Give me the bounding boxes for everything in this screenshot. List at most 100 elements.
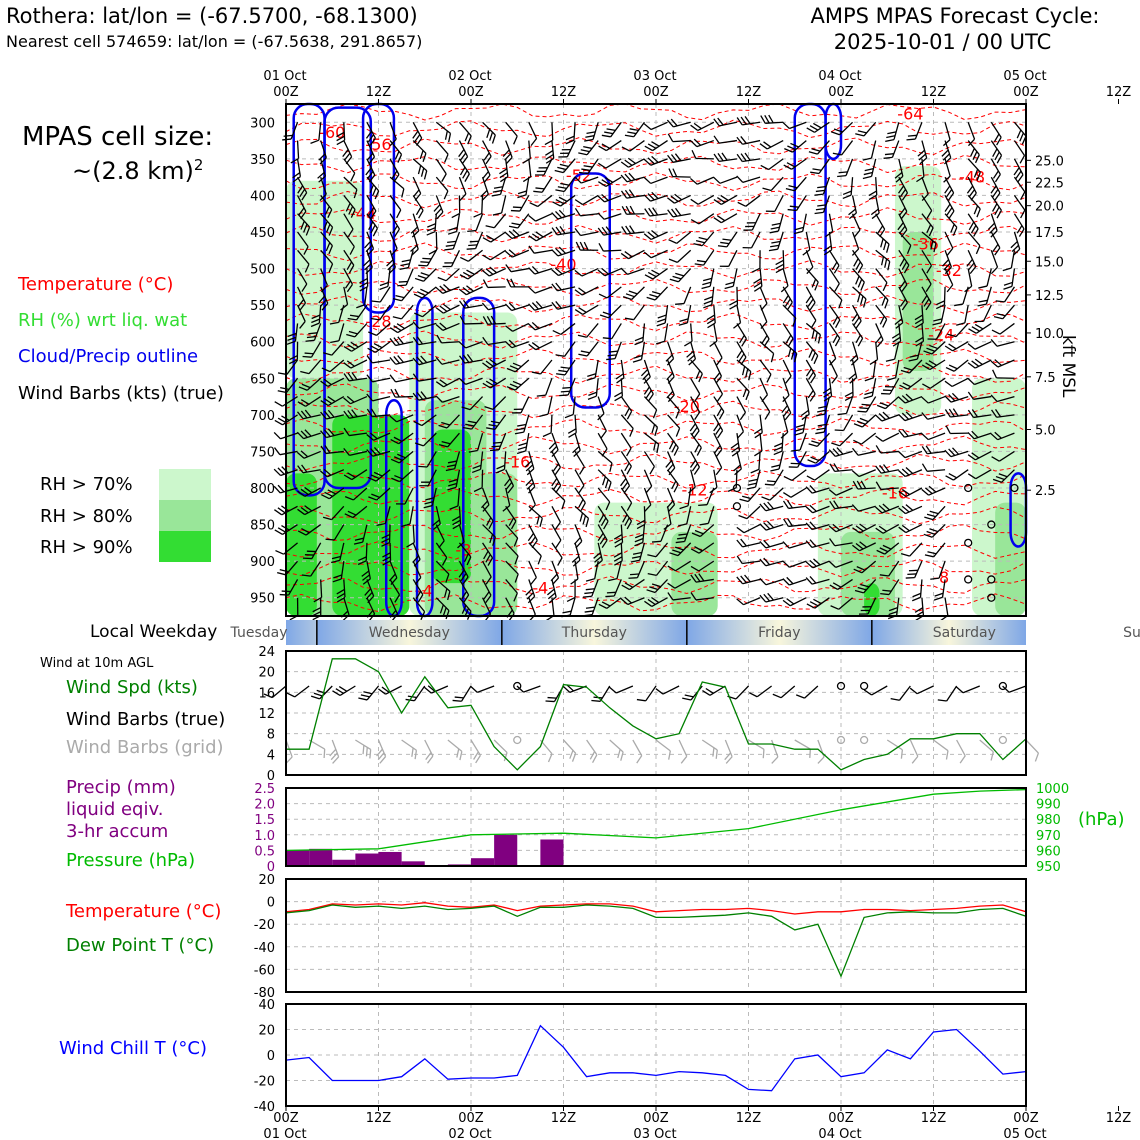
barb-staff	[362, 524, 368, 543]
barb-flag	[410, 244, 418, 252]
barb-flag	[898, 526, 907, 534]
barb-staff	[528, 524, 538, 541]
barb-flag	[990, 339, 998, 347]
wind-barb	[724, 268, 738, 290]
barb-flag	[597, 195, 605, 203]
barb-staff	[742, 121, 761, 126]
barb-flag	[698, 504, 708, 507]
barb-flag	[671, 208, 678, 217]
barb-staff	[660, 524, 669, 542]
wind-barb	[435, 176, 449, 200]
barb-flag	[763, 502, 771, 511]
barb-staff	[921, 286, 932, 303]
barb-flag	[565, 135, 575, 141]
barb-flag	[689, 459, 697, 468]
wind-barb	[505, 542, 519, 565]
barb-flag	[607, 354, 617, 357]
barb-flag	[795, 428, 805, 432]
wind-barb	[347, 304, 368, 321]
wind-barb	[597, 158, 622, 169]
barb-staff	[955, 322, 969, 338]
barb-staff	[736, 377, 750, 392]
barb-staff	[326, 432, 344, 439]
barb-flag	[884, 258, 888, 268]
barb-flag	[627, 157, 636, 165]
barb-flag	[331, 555, 341, 560]
barb-flag	[770, 353, 775, 363]
barb-flag	[366, 152, 374, 161]
barb-flag	[410, 226, 418, 234]
barb-staff	[974, 432, 992, 440]
barb-flag	[948, 364, 958, 370]
barb-flag	[624, 189, 632, 198]
temp-contour-label: -12	[681, 480, 707, 499]
wind-barb	[359, 268, 369, 292]
barb-staff	[690, 685, 703, 701]
barb-flag	[944, 380, 953, 387]
sfc-wind-barb-grid	[470, 739, 481, 764]
barb-staff	[458, 560, 469, 578]
wind-barb	[782, 121, 807, 130]
barb-flag	[852, 527, 861, 534]
barb-flag	[373, 447, 381, 455]
top-date-tick: 02 Oct	[448, 69, 491, 84]
axis-text: 3003504004505005506006507007508008509009…	[230, 69, 1140, 1140]
barb-flag	[925, 302, 932, 311]
wind-barb	[412, 355, 437, 366]
barb-flag	[811, 148, 821, 152]
barb-flag	[597, 227, 605, 236]
wind-barb	[397, 268, 414, 287]
barb-flag	[901, 488, 910, 496]
barb-flag	[329, 748, 337, 757]
barb-flag	[489, 378, 498, 385]
barb-flag	[458, 149, 465, 158]
wind-barb	[482, 505, 494, 530]
barb-flag	[1020, 209, 1026, 219]
barb-staff	[799, 432, 807, 451]
barb-flag	[878, 525, 887, 532]
barb-flag	[366, 449, 374, 457]
barb-flag	[636, 755, 643, 764]
barb-staff	[788, 542, 807, 549]
barb-staff	[870, 140, 877, 159]
wind-barb	[870, 195, 880, 220]
barb-flag	[300, 506, 309, 514]
barb-flag	[482, 171, 489, 179]
barb-flag	[461, 591, 468, 600]
barb-flag	[921, 364, 931, 371]
temp-contour-label: -4	[417, 581, 433, 600]
barb-flag	[558, 209, 566, 218]
barb-staff	[944, 597, 949, 616]
barb-flag	[806, 475, 816, 481]
wind-barb	[620, 469, 631, 494]
barb-staff	[975, 469, 992, 480]
windchill-line	[285, 1024, 1027, 1092]
barb-staff	[423, 432, 437, 447]
barb-staff	[698, 542, 715, 554]
barb-staff	[435, 506, 441, 524]
barb-staff	[985, 286, 992, 305]
barb-flag	[736, 526, 745, 534]
barb-staff	[586, 341, 599, 357]
barb-flag	[925, 283, 932, 292]
barb-flag	[333, 574, 343, 579]
barb-staff	[343, 249, 355, 266]
barb-flag	[559, 163, 569, 168]
barb-flag	[818, 405, 828, 409]
wind-barb	[628, 560, 646, 579]
wind-barb	[991, 408, 1015, 418]
barb-staff	[563, 739, 577, 754]
barb-staff	[331, 739, 340, 758]
barb-flag	[328, 263, 334, 273]
barb-staff	[372, 359, 391, 364]
barb-flag	[837, 174, 847, 178]
barb-staff	[566, 140, 576, 158]
wind-barb	[990, 158, 1001, 183]
wind-barb	[435, 158, 447, 182]
barb-staff	[481, 195, 484, 214]
barb-staff	[777, 231, 784, 250]
barb-staff	[620, 524, 624, 543]
barb-flag	[822, 387, 831, 394]
wind-barb	[598, 286, 622, 299]
barb-flag	[622, 514, 628, 523]
